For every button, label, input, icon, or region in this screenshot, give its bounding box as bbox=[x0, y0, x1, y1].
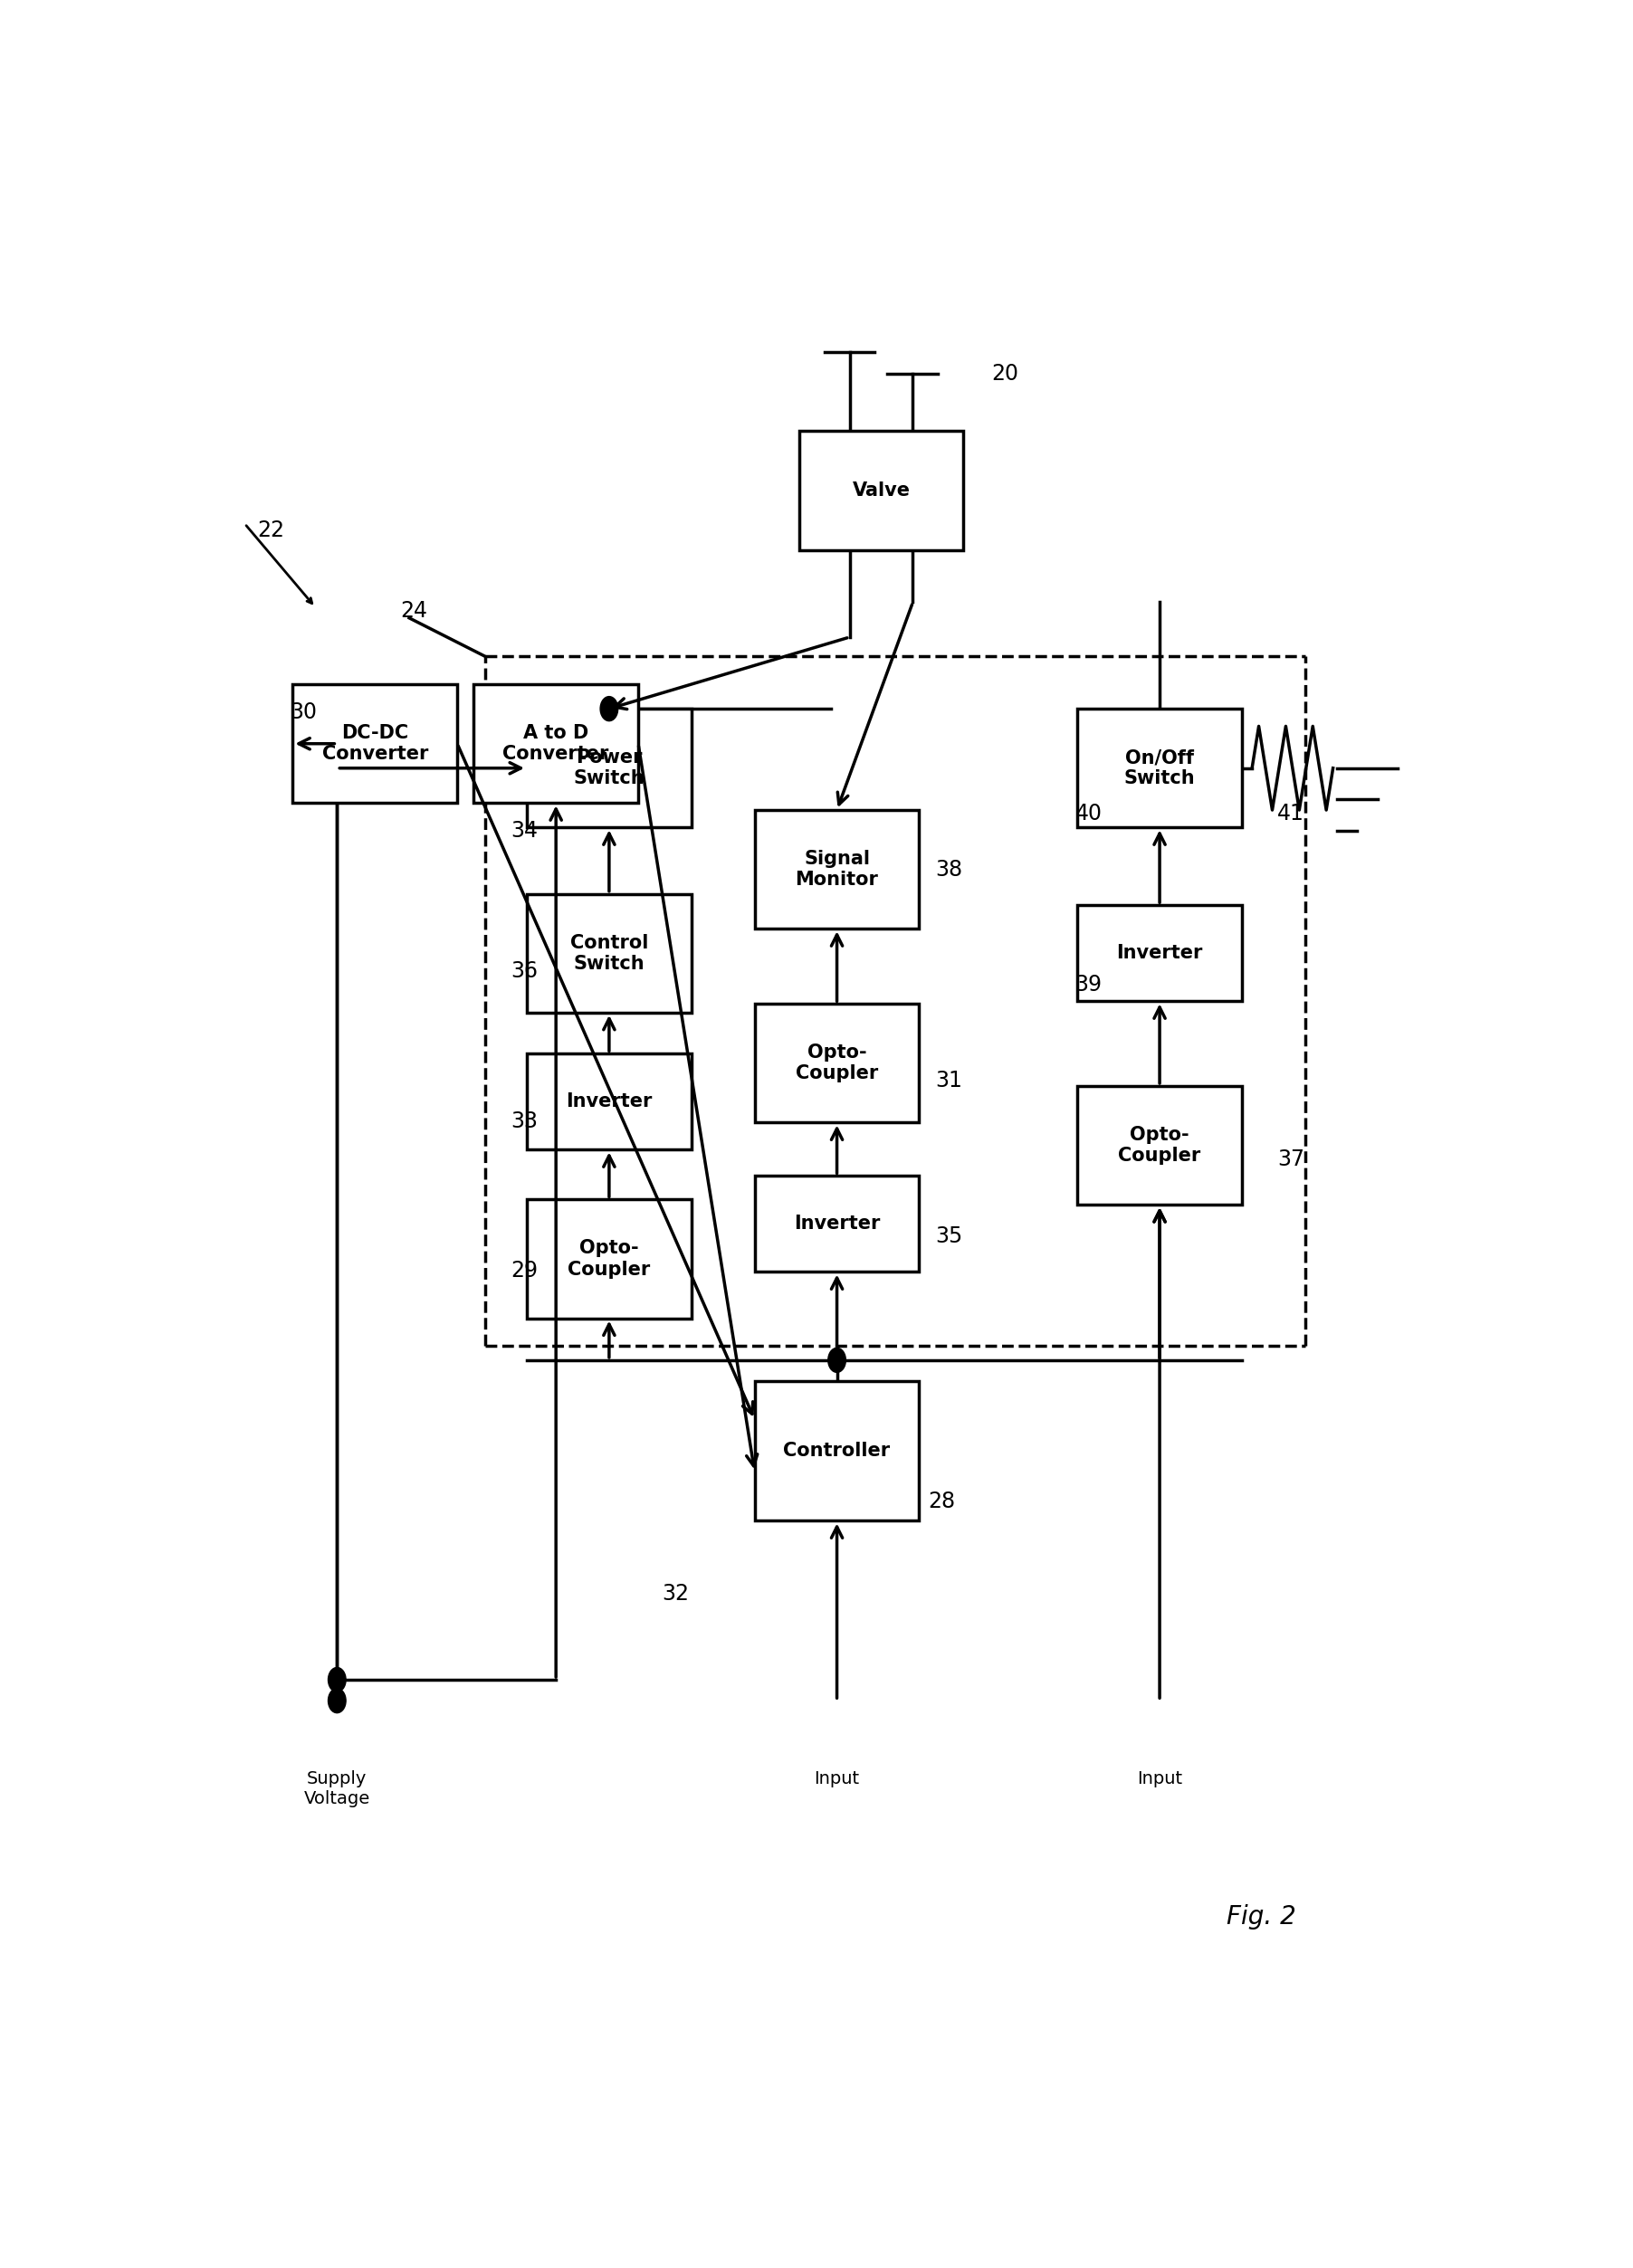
Text: 38: 38 bbox=[936, 860, 963, 880]
FancyBboxPatch shape bbox=[1078, 708, 1241, 828]
FancyBboxPatch shape bbox=[474, 685, 639, 803]
Text: 31: 31 bbox=[936, 1070, 963, 1091]
FancyBboxPatch shape bbox=[1078, 905, 1241, 1000]
Text: Inverter: Inverter bbox=[567, 1093, 652, 1111]
Text: Opto-
Coupler: Opto- Coupler bbox=[1119, 1125, 1200, 1166]
Text: Fig. 2: Fig. 2 bbox=[1226, 1905, 1295, 1930]
Text: 36: 36 bbox=[511, 959, 537, 982]
FancyBboxPatch shape bbox=[527, 708, 691, 828]
Text: 39: 39 bbox=[1075, 973, 1102, 996]
Text: 32: 32 bbox=[663, 1583, 689, 1606]
FancyBboxPatch shape bbox=[754, 810, 919, 930]
FancyBboxPatch shape bbox=[1078, 1086, 1241, 1204]
Text: Input: Input bbox=[1137, 1771, 1182, 1787]
Text: 30: 30 bbox=[291, 701, 317, 723]
Text: 28: 28 bbox=[928, 1490, 955, 1513]
Text: Power
Switch: Power Switch bbox=[573, 748, 645, 787]
Text: Inverter: Inverter bbox=[794, 1216, 880, 1234]
FancyBboxPatch shape bbox=[799, 431, 963, 549]
FancyBboxPatch shape bbox=[754, 1005, 919, 1123]
Text: Input: Input bbox=[815, 1771, 859, 1787]
FancyBboxPatch shape bbox=[527, 1200, 691, 1318]
Text: DC-DC
Converter: DC-DC Converter bbox=[322, 723, 428, 764]
FancyBboxPatch shape bbox=[754, 1175, 919, 1272]
Text: Inverter: Inverter bbox=[1117, 943, 1204, 962]
FancyBboxPatch shape bbox=[754, 1381, 919, 1522]
Text: Opto-
Coupler: Opto- Coupler bbox=[795, 1043, 879, 1082]
Text: Valve: Valve bbox=[852, 481, 910, 499]
Text: Signal
Monitor: Signal Monitor bbox=[795, 850, 879, 889]
FancyBboxPatch shape bbox=[527, 1055, 691, 1150]
FancyBboxPatch shape bbox=[292, 685, 457, 803]
Text: 22: 22 bbox=[258, 519, 284, 542]
Text: On/Off
Switch: On/Off Switch bbox=[1124, 748, 1195, 787]
Text: 24: 24 bbox=[400, 601, 428, 621]
Text: 40: 40 bbox=[1075, 803, 1102, 823]
Text: 35: 35 bbox=[936, 1225, 963, 1247]
Circle shape bbox=[828, 1347, 846, 1372]
Text: 34: 34 bbox=[511, 821, 537, 841]
FancyBboxPatch shape bbox=[527, 894, 691, 1012]
Text: Controller: Controller bbox=[784, 1442, 890, 1461]
Text: Opto-
Coupler: Opto- Coupler bbox=[568, 1238, 650, 1279]
Text: 29: 29 bbox=[511, 1261, 537, 1281]
Circle shape bbox=[328, 1687, 346, 1712]
Circle shape bbox=[328, 1667, 346, 1692]
Text: 37: 37 bbox=[1277, 1148, 1305, 1170]
Text: A to D
Converter: A to D Converter bbox=[503, 723, 609, 764]
Text: Control
Switch: Control Switch bbox=[570, 934, 648, 973]
Text: 41: 41 bbox=[1277, 803, 1305, 823]
Text: Supply
Voltage: Supply Voltage bbox=[304, 1771, 371, 1808]
Circle shape bbox=[601, 696, 617, 721]
Text: 33: 33 bbox=[511, 1109, 537, 1132]
Text: 20: 20 bbox=[991, 363, 1019, 383]
